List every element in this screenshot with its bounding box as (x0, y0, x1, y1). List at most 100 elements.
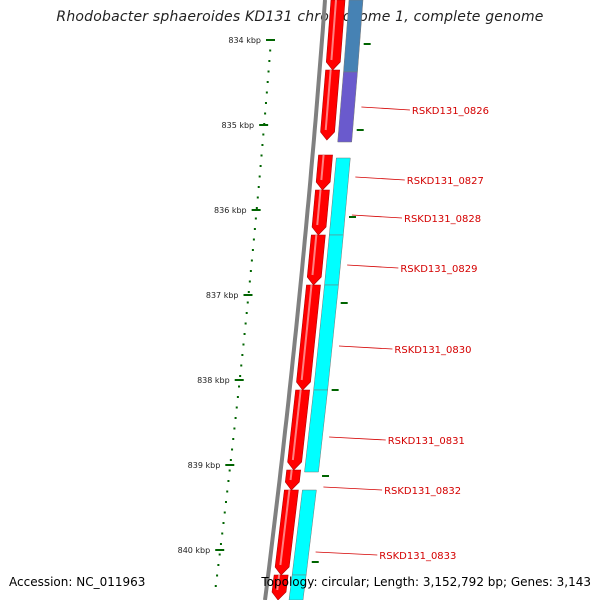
scale-dot (265, 91, 268, 94)
scale-dot (262, 133, 265, 136)
scale-dot (258, 175, 261, 178)
scale-dot (246, 301, 249, 304)
map-title: Rhodobacter sphaeroides KD131 chromosome… (56, 9, 544, 25)
leader-line (329, 436, 386, 441)
gene-label: RSKD131_0830 (394, 345, 471, 356)
gene-label: RSKD131_0827 (407, 176, 484, 187)
gene-label: RSKD131_0833 (379, 551, 456, 562)
scale-dot (223, 511, 226, 514)
scale-dot (252, 238, 255, 241)
scale-dot (245, 312, 248, 314)
gene-labels: RSKD131_0826 RSKD131_0827 RSKD131_0828 RSKD… (379, 106, 489, 562)
scale-dot (264, 112, 267, 115)
scale-dot (243, 333, 246, 335)
cds-highlight-2 (324, 69, 332, 131)
gene-label: RSKD131_0832 (384, 486, 461, 497)
scale-dot (231, 448, 234, 451)
cds-highlight-4 (316, 189, 322, 226)
scale-dot (241, 354, 244, 356)
cds-track (271, 0, 346, 600)
gene-label: RSKD131_0828 (404, 214, 481, 225)
scale-dot (222, 522, 225, 524)
scale-dot (214, 585, 217, 587)
gene-label: RSKD131_0831 (388, 436, 465, 447)
scale-dot (224, 501, 227, 503)
scale-dot (249, 270, 252, 272)
scale-dot (244, 322, 247, 325)
scale-dot (269, 49, 272, 52)
scale-dot (242, 343, 245, 346)
scale-dot (264, 102, 267, 104)
scale-dot (238, 385, 241, 388)
scale-dot (232, 438, 235, 440)
feature-segment-3 (329, 157, 351, 236)
scale-dot (226, 490, 229, 493)
scale-dot (235, 406, 238, 409)
leader-line (315, 551, 378, 556)
cds-segment-3 (315, 154, 333, 191)
scale-dot (236, 396, 239, 398)
leader-line (347, 264, 399, 269)
scale-dot (248, 280, 251, 283)
tick-label: 840 kbp (178, 546, 211, 555)
scale-dot (250, 259, 253, 262)
cds-highlight-9 (279, 489, 291, 566)
scale-dot (227, 480, 230, 482)
gene-label: RSKD131_0826 (412, 106, 489, 117)
tick-label: 838 kbp (197, 376, 230, 385)
leader-line (351, 214, 403, 219)
feature-track (288, 0, 364, 600)
scale-dot (234, 417, 237, 419)
label-leaders (315, 106, 410, 556)
leader-line (361, 106, 410, 111)
backbone-line (263, 0, 327, 600)
scale-dot (233, 427, 236, 430)
cds-segment-1 (325, 0, 346, 71)
cds-highlight-6 (300, 284, 313, 381)
scale-dot (219, 543, 222, 545)
tick-label: 834 kbp (228, 36, 261, 45)
feature-segment-8 (288, 574, 307, 600)
cds-highlight-1 (330, 0, 337, 61)
cds-highlight-5 (311, 234, 318, 276)
cds-highlight-7 (291, 389, 302, 461)
scale-dot (247, 291, 250, 293)
feature-segment-1 (343, 0, 364, 73)
tick-label: 839 kbp (188, 461, 221, 470)
leader-line (355, 176, 405, 181)
scale-dot (256, 196, 259, 199)
scale-dot (221, 532, 224, 535)
feature-segment-6 (304, 389, 328, 473)
scale-dot (260, 154, 263, 157)
cds-highlight-8 (289, 469, 293, 481)
cds-highlight-10 (276, 574, 281, 591)
cds-segment-8 (285, 469, 302, 491)
cds-segment-2 (320, 69, 340, 141)
scale-dot (266, 81, 269, 83)
scale-dot (257, 186, 260, 188)
scale-dot (217, 564, 220, 566)
topology-summary: Topology: circular; Length: 3,152,792 bp… (261, 575, 591, 589)
scale-dot (228, 469, 231, 472)
scale-dot (254, 217, 257, 220)
cds-highlight-3 (320, 154, 325, 181)
scale-dot (251, 249, 254, 251)
scale-dot (216, 574, 219, 577)
tick-label: 835 kbp (222, 121, 255, 130)
scale-dot (268, 60, 271, 62)
gene-label: RSKD131_0829 (400, 264, 477, 275)
leader-line (323, 486, 383, 491)
backbone-track (263, 0, 327, 600)
scale-dot (240, 364, 243, 367)
leader-line (338, 345, 393, 350)
cds-segment-10 (271, 574, 289, 600)
scale-dot (259, 165, 262, 167)
feature-segment-4 (324, 234, 344, 286)
scale-dot (229, 459, 232, 461)
tick-label: 836 kbp (214, 206, 247, 215)
scale-dot (239, 375, 242, 377)
scale-dot (261, 144, 264, 146)
feature-segment-2 (337, 71, 358, 143)
accession-text: Accession: NC_011963 (9, 575, 146, 589)
